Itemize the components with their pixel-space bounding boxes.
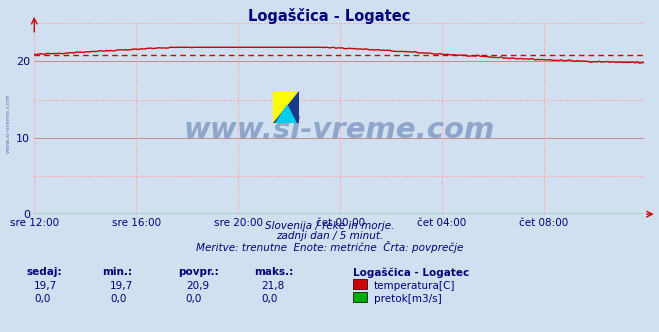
Text: 0,0: 0,0 bbox=[262, 294, 278, 304]
Text: 0,0: 0,0 bbox=[110, 294, 127, 304]
Text: temperatura[C]: temperatura[C] bbox=[374, 281, 455, 290]
Text: www.si-vreme.com: www.si-vreme.com bbox=[183, 116, 495, 144]
Text: povpr.:: povpr.: bbox=[178, 267, 219, 277]
Text: 19,7: 19,7 bbox=[34, 281, 57, 290]
Text: 21,8: 21,8 bbox=[262, 281, 285, 290]
Text: Slovenija / reke in morje.: Slovenija / reke in morje. bbox=[265, 221, 394, 231]
Text: pretok[m3/s]: pretok[m3/s] bbox=[374, 294, 442, 304]
Text: 0,0: 0,0 bbox=[34, 294, 51, 304]
Text: maks.:: maks.: bbox=[254, 267, 293, 277]
Text: sedaj:: sedaj: bbox=[26, 267, 62, 277]
Text: zadnji dan / 5 minut.: zadnji dan / 5 minut. bbox=[276, 231, 383, 241]
Text: Logaščica - Logatec: Logaščica - Logatec bbox=[248, 8, 411, 24]
Text: www.si-vreme.com: www.si-vreme.com bbox=[5, 93, 11, 153]
Text: 20,9: 20,9 bbox=[186, 281, 209, 290]
Text: Meritve: trenutne  Enote: metrične  Črta: povprečje: Meritve: trenutne Enote: metrične Črta: … bbox=[196, 241, 463, 253]
Polygon shape bbox=[276, 106, 296, 123]
Polygon shape bbox=[273, 91, 299, 123]
Text: min.:: min.: bbox=[102, 267, 132, 277]
Text: 0,0: 0,0 bbox=[186, 294, 202, 304]
Text: Logaščica - Logatec: Logaščica - Logatec bbox=[353, 267, 469, 278]
Text: 19,7: 19,7 bbox=[110, 281, 133, 290]
